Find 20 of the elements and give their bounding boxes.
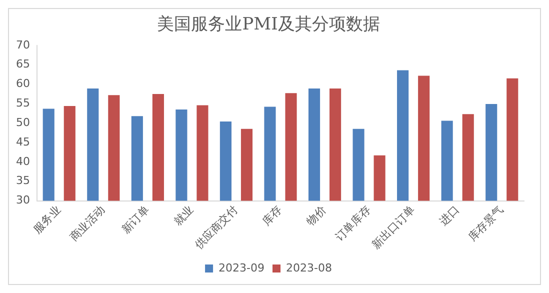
x-tick-label: 新出口订单 [369, 203, 418, 252]
y-tick-label: 45 [16, 135, 30, 148]
x-tick-label: 商业活动 [67, 203, 108, 244]
y-tick-label: 55 [16, 96, 30, 110]
y-tick-label: 65 [16, 58, 30, 71]
y-tick-label: 35 [16, 174, 30, 188]
legend-label: 2023-09 [218, 261, 265, 274]
y-tick-label: 30 [16, 194, 30, 207]
legend-label: 2023-08 [286, 261, 332, 274]
chart-title: 美国服务业PMI及其分项数据 [157, 14, 380, 35]
x-tick-label: 库存 [260, 203, 285, 228]
x-tick-label: 服务业 [30, 203, 64, 236]
y-tick-label: 40 [16, 154, 30, 168]
x-tick-label: 物价 [304, 203, 329, 228]
y-tick-label: 60 [16, 77, 30, 90]
x-tick-label: 库存景气 [466, 203, 506, 244]
y-tick-label: 70 [16, 38, 30, 52]
x-tick-label: 进口 [436, 203, 462, 228]
y-tick-label: 50 [16, 116, 30, 129]
x-tick-label: 新订单 [119, 203, 152, 236]
